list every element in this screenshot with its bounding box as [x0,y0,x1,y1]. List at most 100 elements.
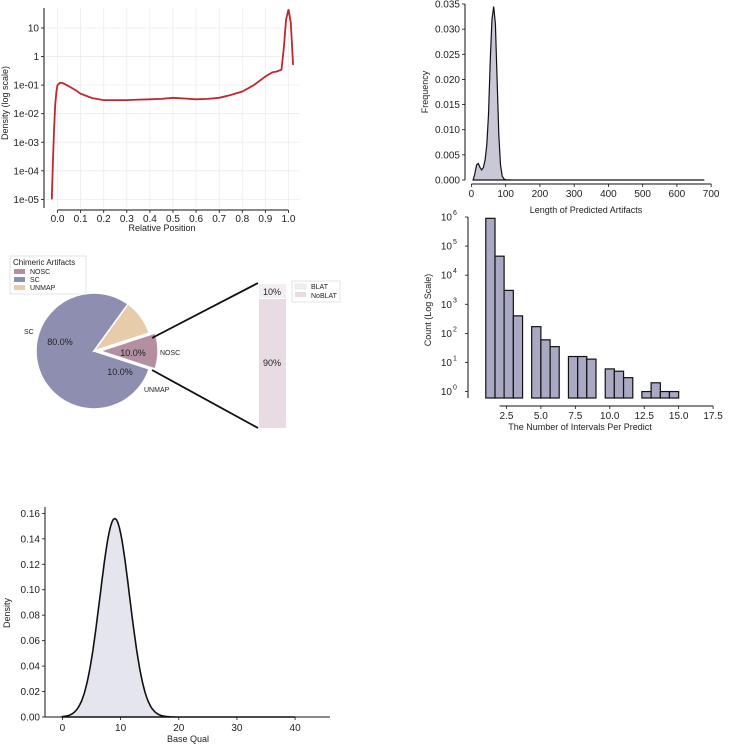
p2-x-tick-label: 600 [669,189,686,200]
histogram-bars [485,217,680,399]
p4-y-tick-exponent: 0 [453,385,457,392]
legend-label-blat: BLAT [311,284,329,291]
p4-x-tick-label: 10.0 [600,411,620,422]
p1-x-tick-label: 0.1 [74,214,88,225]
p4-y-tick-label: 10 [441,358,453,369]
pie-label-nosc: NOSC [160,350,180,357]
p2-axes [464,4,712,185]
p4-y-tick-exponent: 6 [453,210,457,217]
p5-y-tick-label: 0.08 [21,611,41,622]
p2-x-tick-label: 0 [469,189,475,200]
legend-label-sc: SC [30,277,40,284]
chimeric-pie-panel: Chimeric Artifacts NOSC SC UNMAP 80.0% 1… [9,255,341,429]
breakdown-legend: BLAT NoBLAT [291,280,341,303]
histogram-bar [494,255,505,399]
pie-label-sc: SC [24,329,34,336]
histogram-bar [577,355,588,399]
p5-x-tick-label: 20 [173,723,185,734]
p2-y-tick-label: 0.015 [435,100,460,111]
p1-x-tick-label: 0.8 [235,214,249,225]
p1-y-tick-label: 1e-04 [13,166,39,177]
p1-y-label: Density (log scale) [0,66,10,140]
p2-x-tick-label: 200 [532,189,549,200]
p2-y-label: Frequency [420,70,430,113]
length-density-area [472,6,705,181]
p2-y-tick-label: 0.030 [435,25,460,36]
legend-label-unmap: UNMAP [30,285,56,292]
p1-x-tick-label: 0.0 [51,214,65,225]
histogram-bar [613,370,625,399]
pie-legend-title: Chimeric Artifacts [13,258,75,267]
legend-label-noblat: NoBLAT [311,293,338,300]
p4-y-tick-exponent: 2 [453,326,457,333]
p5-y-tick-label: 0.16 [21,509,41,520]
p5-x-tick-label: 30 [231,723,243,734]
p1-x-label: Relative Position [128,223,195,233]
p5-y-tick-label: 0.12 [21,560,41,571]
p4-x-label: The Number of Intervals Per Predict [508,422,652,432]
p1-y-tick-label: 1e-02 [13,109,39,120]
p4-x-tick-label: 7.5 [568,411,582,422]
p1-x-tick-label: 0.6 [189,214,203,225]
p5-y-tick-label: 0.00 [21,713,41,724]
pie-pct-sc: 80.0% [47,337,73,347]
p5-y-tick-label: 0.04 [21,662,41,673]
p4-x-ticks: 2.5 5.0 7.5 10.0 12.5 15.0 17.5 [499,406,723,422]
p1-x-tick-label: 0.5 [166,214,180,225]
p2-x-tick-label: 500 [634,189,651,200]
p4-y-tick-exponent: 3 [453,297,457,304]
histogram-bar [650,382,661,399]
p2-x-label: Length of Predicted Artifacts [530,205,643,215]
pie-pct-nosc: 10.0% [120,348,146,358]
histogram-bar [659,390,671,399]
histogram-bar [531,326,542,399]
p1-x-ticks: 0.0 0.1 0.2 0.3 0.4 0.5 0.6 0.7 0.8 0.9 1.0 [51,210,296,225]
p1-y-tick-label: 1e-01 [13,81,39,92]
p5-y-tick-label: 0.06 [21,636,41,647]
pie-slice-nosc [97,332,159,370]
p2-y-ticks: 0.000 0.005 0.010 0.015 0.020 0.025 0.030 0.035 [435,0,465,187]
p4-y-tick-label: 10 [441,300,453,311]
legend-swatch-unmap [14,285,25,290]
breakdown-pct-blat: 10% [263,287,281,297]
p1-grid [46,8,300,208]
pie-slice-unmap [92,303,151,353]
p2-y-tick-label: 0.010 [435,125,460,136]
p4-y-tick-label: 10 [441,242,453,253]
p4-y-tick-label: 10 [441,213,453,224]
p5-y-ticks: 0.00 0.02 0.04 0.06 0.08 0.10 0.12 0.14 0.16 [21,509,45,724]
p5-x-ticks: 0 10 20 30 40 [60,717,301,734]
p4-y-label: Count (Log Scale) [423,274,433,347]
histogram-bar [540,339,551,399]
p2-y-tick-label: 0.020 [435,75,460,86]
p5-x-tick-label: 10 [115,723,127,734]
histogram-bar [668,390,680,399]
p5-x-tick-label: 40 [290,723,302,734]
p4-y-tick-exponent: 5 [453,239,457,246]
p4-y-tick-label: 10 [441,271,453,282]
p5-y-tick-label: 0.02 [21,687,41,698]
p2-x-tick-label: 300 [566,189,583,200]
p4-y-tick-label: 10 [441,329,453,340]
length-artifacts-panel: 0 100 200 300 400 500 600 700 0.0000.0050.0100.… [420,0,720,215]
p1-x-tick-label: 0.3 [120,214,134,225]
base-qual-panel: 0 10 20 30 40 0.000.020.040.060.080.100.120.… [2,507,330,744]
breakdown-bar-noblat [259,299,286,428]
histogram-bar [622,377,634,399]
p1-x-tick-label: 0.9 [258,214,272,225]
connector-bottom [151,369,259,429]
pie-label-unmap: UNMAP [144,387,170,394]
p2-y-tick-label: 0.025 [435,50,460,61]
histogram-bar [567,355,579,399]
p4-axes [467,217,714,407]
pie-legend: Chimeric Artifacts NOSC SC UNMAP [9,255,87,295]
legend-swatch-nosc [14,269,25,274]
legend-swatch-noblat [295,292,306,297]
p1-x-tick-label: 0.4 [143,214,157,225]
histogram-bar [586,358,597,399]
p2-x-tick-label: 700 [703,189,720,200]
p2-x-tick-label: 100 [497,189,514,200]
p1-y-tick-label: 1e-03 [13,138,39,149]
